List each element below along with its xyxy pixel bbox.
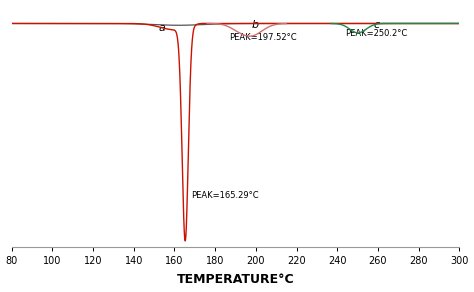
Text: b: b <box>252 20 259 30</box>
Text: c: c <box>374 20 380 29</box>
Text: PEAK=250.2°C: PEAK=250.2°C <box>346 29 408 38</box>
X-axis label: TEMPERATURE°C: TEMPERATURE°C <box>177 273 294 286</box>
Text: PEAK=197.52°C: PEAK=197.52°C <box>229 33 297 41</box>
Text: PEAK=165.29°C: PEAK=165.29°C <box>191 191 258 200</box>
Text: a: a <box>158 23 165 33</box>
